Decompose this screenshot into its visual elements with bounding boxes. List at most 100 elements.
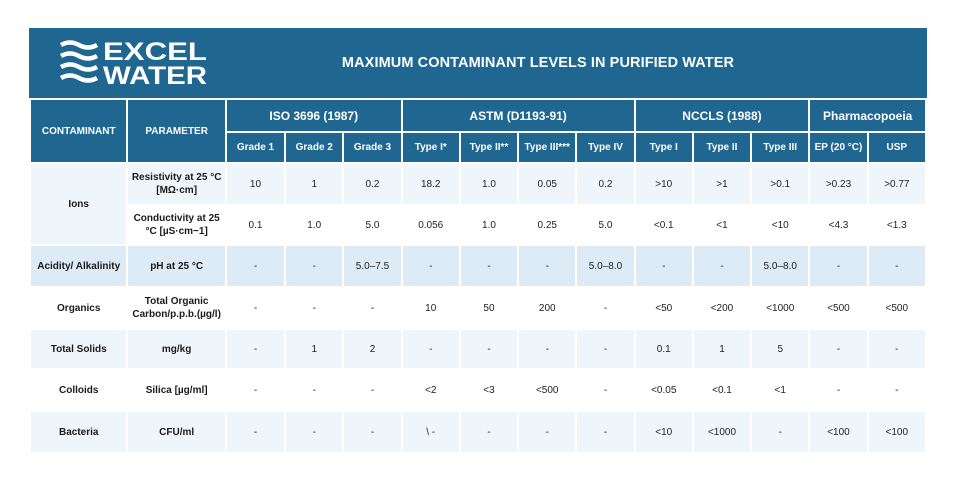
contaminant-cell: Colloids [28,368,129,412]
value-cell: - [224,368,287,412]
contaminant-cell: Acidity/ Alkalinity [28,244,129,288]
value-cell: <10 [750,204,811,246]
parameter-cell: pH at 25 °C [126,244,227,288]
value-cell: <1000 [691,410,753,454]
value-cell: <50 [633,286,694,330]
value-cell: 1.0 [458,204,520,246]
value-cell: 0.1 [633,328,694,370]
value-cell: - [575,368,636,412]
value-cell: - [517,328,578,370]
sub-header-cell: Type I* [400,131,461,164]
logo-word-water: WATER [103,62,207,87]
sub-header-cell: USP [866,131,928,164]
value-cell: - [224,410,287,454]
value-cell: 0.05 [517,162,578,206]
value-cell: 1.0 [284,204,345,246]
value-cell: 1 [284,162,345,206]
value-cell: <0.1 [633,204,694,246]
column-header-parameter: PARAMETER [126,98,227,164]
group-header-pharmacopoeia: Pharmacopoeia [808,97,927,134]
value-cell: <0.1 [691,368,753,412]
contaminant-cell: Total Solids [28,328,129,370]
sub-header-row: Grade 1 Grade 2 Grade 3 Type I* Type II** Typ… [30,131,928,164]
contaminant-table-card: EXCEL WATER MAXIMUM CONTAMINANT LEVELS I… [28,28,928,454]
page-title: MAXIMUM CONTAMINANT LEVELS IN PURIFIED W… [341,55,735,71]
value-cell: - [284,410,345,454]
value-cell: - [400,244,461,288]
value-cell: - [284,286,345,330]
value-cell: - [691,244,753,288]
table-body: Ions Resistivity at 25 °C [MΩ·cm] 10 1 0.2 18… [28,162,928,454]
sub-header-cell: Type I [633,131,694,164]
value-cell: >1 [691,162,753,206]
sub-header-cell: Type II [691,131,753,164]
sub-header-cell: Type IV [575,131,636,164]
contaminant-levels-table: CONTAMINANT PARAMETER ISO 3696 (1987) AS… [28,97,928,454]
value-cell: >0.23 [808,162,869,206]
value-cell: - [866,368,928,412]
value-cell: 5.0–8.0 [750,244,811,288]
value-cell: <0.05 [633,368,694,412]
sub-header-cell: Type III [750,131,811,164]
value-cell: - [224,328,287,370]
value-cell: <1000 [750,286,811,330]
value-cell: 0.25 [517,204,578,246]
value-cell: - [866,244,928,288]
parameter-cell: mg/kg [126,328,227,370]
value-cell: <500 [866,286,928,330]
value-cell: <10 [633,410,694,454]
table-row: Organics Total Organic Carbon/p.p.b.(µg/l… [28,286,928,330]
contaminant-cell: Organics [28,286,129,330]
parameter-cell: Conductivity at 25 °C [µS·cm−1] [126,204,227,246]
column-header-contaminant: CONTAMINANT [28,98,129,164]
value-cell: 5 [750,328,811,370]
value-cell: <1 [750,368,811,412]
value-cell: 1.0 [458,162,520,206]
value-cell: 200 [517,286,578,330]
group-header-nccls: NCCLS (1988) [633,97,811,134]
value-cell: <500 [808,286,869,330]
value-cell: 5.0–8.0 [575,244,636,288]
value-cell: 10 [224,162,287,206]
value-cell: - [808,368,869,412]
value-cell: - [458,244,520,288]
table-row: Ions Resistivity at 25 °C [MΩ·cm] 10 1 0.2 18… [28,162,928,246]
value-cell: 0.2 [575,162,636,206]
parameter-cell: CFU/ml [126,410,227,454]
value-cell: 2 [342,328,403,370]
value-cell: <3 [458,368,520,412]
table-row: Total Solids mg/kg -1 2- - - -0.1 1 5- - [28,328,928,370]
value-cell: 50 [458,286,520,330]
value-cell: - [224,286,287,330]
contaminant-cell: Ions [28,162,129,246]
value-cell: 0.056 [400,204,461,246]
value-cell: >0.77 [866,162,928,206]
value-cell: - [342,368,403,412]
table-row: Acidity/ Alkalinity pH at 25 °C - -5.0–7.5-… [28,244,928,288]
value-cell: - [866,328,928,370]
value-cell: - [342,410,403,454]
value-cell: - [284,368,345,412]
value-cell: - [750,410,811,454]
value-cell: - [575,286,636,330]
sub-header-cell: Grade 2 [284,131,345,164]
value-cell: - [342,286,403,330]
logo-word-excel: EXCEL [103,39,207,66]
value-cell: 1 [691,328,753,370]
value-cell: >0.1 [750,162,811,206]
contaminant-cell: Bacteria [28,410,129,454]
value-cell: <200 [691,286,753,330]
value-cell: <1 [691,204,753,246]
sub-header-cell: Grade 1 [224,131,287,164]
value-cell: <100 [866,410,928,454]
value-cell: - [808,244,869,288]
value-cell: - [808,328,869,370]
value-cell: - [575,410,636,454]
parameter-cell: Total Organic Carbon/p.p.b.(µg/l) [126,286,227,330]
sub-header-cell: EP (20 °C) [808,131,869,164]
value-cell: - [458,328,520,370]
value-cell: <2 [400,368,461,412]
value-cell: - [575,328,636,370]
value-cell: - [517,244,578,288]
parameter-cell: Resistivity at 25 °C [MΩ·cm] [126,162,227,206]
